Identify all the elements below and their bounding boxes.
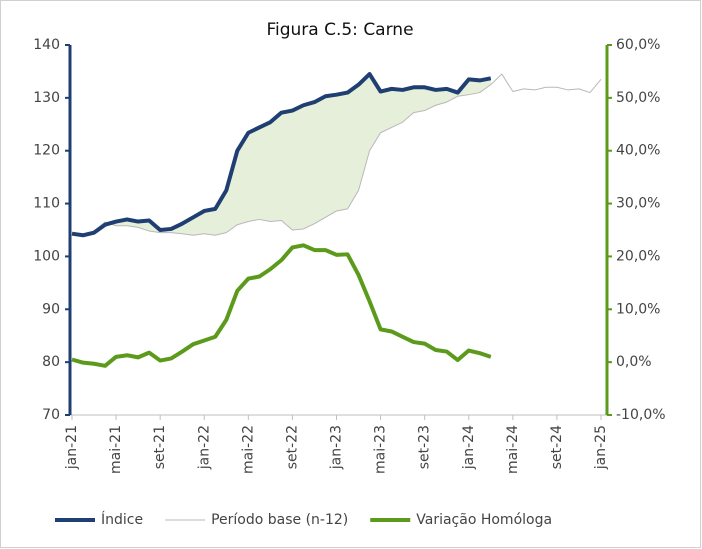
legend-label: Índice: [101, 511, 143, 528]
line-series: [71, 72, 492, 238]
legend-label: Variação Homóloga: [416, 512, 552, 528]
y2-tick-label: 50,0%: [616, 90, 660, 106]
x-tick-label: set-21: [152, 425, 168, 469]
x-tick-label: jan-24: [461, 425, 477, 470]
x-tick-label: jan-23: [329, 425, 345, 470]
y-tick-label: 100: [33, 248, 60, 264]
x-tick-label: set-23: [417, 425, 433, 469]
y-tick-label: 130: [33, 90, 60, 106]
gap-fill: [72, 74, 491, 236]
y2-tick-label: 40,0%: [616, 143, 660, 159]
y2-tick-label: 10,0%: [616, 301, 660, 317]
y2-tick-label: 30,0%: [616, 196, 660, 212]
y-tick-label: 90: [42, 301, 60, 317]
y-tick-label: 140: [33, 37, 60, 53]
y2-tick-label: -10,0%: [616, 407, 666, 423]
y2-tick-label: 0,0%: [616, 354, 652, 370]
y2-tick-label: 60,0%: [616, 37, 660, 53]
line-series: [71, 73, 602, 236]
x-tick-label: mai-22: [240, 425, 256, 474]
y-tick-label: 110: [33, 196, 60, 212]
y-tick-label: 120: [33, 143, 60, 159]
x-tick-label: set-24: [549, 425, 565, 469]
y-tick-label: 70: [42, 407, 60, 423]
chart-title: Figura C.5: Carne: [266, 20, 413, 40]
x-tick-label: set-22: [284, 425, 300, 469]
x-tick-label: jan-22: [196, 425, 212, 470]
line-series: [71, 243, 492, 368]
x-tick-label: mai-24: [505, 425, 521, 474]
legend-label: Período base (n-12): [211, 512, 348, 528]
x-tick-label: jan-25: [593, 425, 609, 470]
y-tick-label: 80: [42, 354, 60, 370]
y2-tick-label: 20,0%: [616, 248, 660, 264]
x-tick-label: mai-21: [108, 425, 124, 474]
x-tick-label: jan-21: [64, 425, 80, 470]
x-tick-label: mai-23: [373, 425, 389, 474]
